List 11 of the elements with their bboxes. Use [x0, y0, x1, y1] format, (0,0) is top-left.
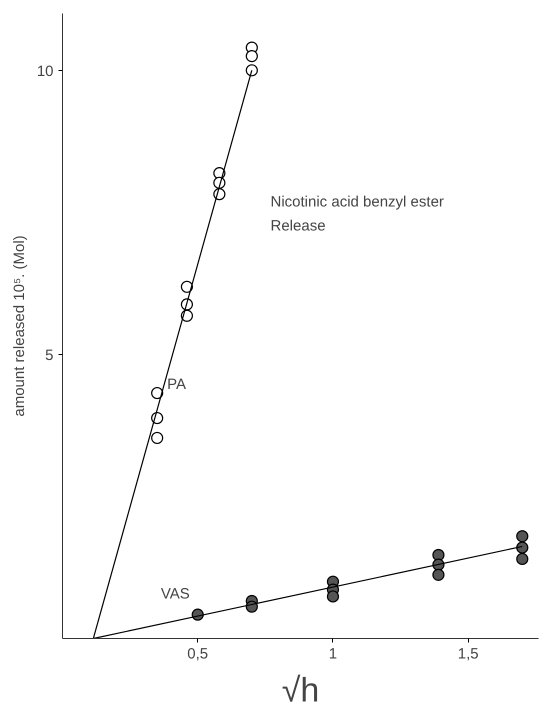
x-tick-label: 0,5 [187, 646, 208, 662]
series-label: VAS [160, 586, 190, 603]
annotation: Nicotinic acid benzyl ester [270, 194, 444, 210]
y-tick-label: 10 [36, 62, 54, 80]
annotation: Release [270, 218, 326, 234]
x-axis-title: √h [282, 672, 320, 710]
x-tick-label: 1 [328, 646, 338, 662]
x-tick-label: 1,5 [458, 646, 479, 662]
y-tick-label: 5 [45, 346, 54, 364]
series-label: PA [167, 376, 186, 394]
y-axis-title: amount released 10⁵. (Mol) [10, 235, 28, 417]
